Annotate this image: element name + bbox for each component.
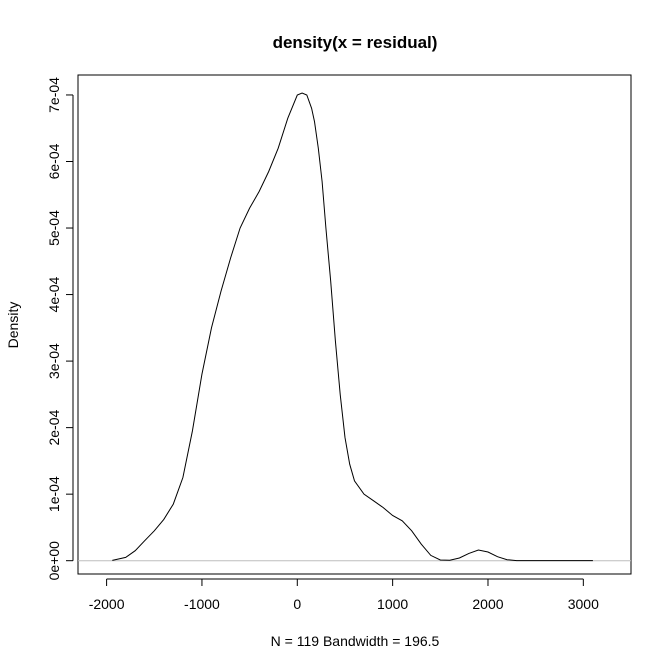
x-tick-label: 2000 — [472, 596, 503, 612]
chart-title: density(x = residual) — [273, 33, 438, 52]
x-tick-label: 3000 — [568, 596, 599, 612]
x-axis-label: N = 119 Bandwidth = 196.5 — [271, 633, 440, 649]
x-tick-label: 1000 — [377, 596, 408, 612]
y-tick-label: 7e-04 — [46, 77, 62, 113]
density-curve — [112, 92, 593, 562]
x-axis: -2000 -1000 0 1000 2000 3000 — [89, 578, 599, 612]
plot-frame — [77, 74, 632, 575]
y-tick-label: 3e-04 — [46, 343, 62, 379]
y-axis: 0e+00 1e-04 2e-04 3e-04 4e-04 5e-04 6e-04 7e-04 — [46, 77, 74, 581]
y-tick-label: 6e-04 — [46, 143, 62, 179]
y-axis-label: Density — [5, 302, 21, 349]
x-tick-label: -2000 — [89, 596, 125, 612]
y-tick-label: 2e-04 — [46, 410, 62, 446]
y-tick-label: 5e-04 — [46, 210, 62, 246]
y-tick-label: 1e-04 — [46, 476, 62, 512]
x-tick-label: -1000 — [184, 596, 220, 612]
y-tick-label: 0e+00 — [46, 541, 62, 581]
y-tick-label: 4e-04 — [46, 276, 62, 312]
x-tick-label: 0 — [293, 596, 301, 612]
